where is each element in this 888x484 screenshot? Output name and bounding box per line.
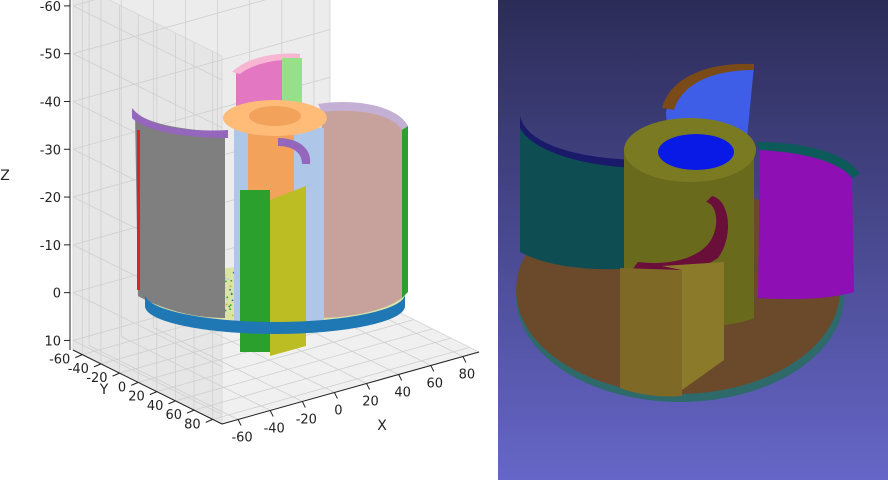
blade-brown-points <box>320 106 404 318</box>
column-top-bore <box>249 106 301 126</box>
grid-line-z-back <box>72 29 331 102</box>
scatter-plot-panel: -60 -40 -20 0 20 40 60 80 -60 -40 -20 0 20 40 60 80 -60-… <box>0 0 481 446</box>
grid-line-z-left <box>72 340 223 415</box>
floor-point <box>224 309 227 312</box>
floor-point <box>224 280 227 283</box>
blade-magenta-top <box>756 142 860 178</box>
z-tick-label: 10 <box>44 334 61 349</box>
y-axis-label: Y <box>99 382 109 398</box>
blade-blue-top <box>662 63 754 110</box>
z-tick-label: -60 <box>40 0 61 15</box>
floor-point <box>229 308 232 311</box>
x-tick-label: 20 <box>362 395 379 410</box>
x-tick <box>237 419 242 426</box>
x-tick <box>301 401 306 408</box>
blade-brown-side <box>402 126 408 298</box>
x-tick-label: 80 <box>459 368 476 383</box>
grid-line-y-floor <box>175 328 433 402</box>
x-tick-label: 60 <box>427 377 444 392</box>
floor-point <box>226 298 228 300</box>
z-tick-label: 0 <box>53 287 61 302</box>
3d-render-view <box>498 0 888 480</box>
x-tick <box>269 410 274 417</box>
grid-line-x-floor <box>153 327 303 402</box>
inner-arc <box>632 196 729 273</box>
grid-line-y-floor <box>212 346 470 420</box>
x-tick <box>366 383 371 390</box>
render-view-panel <box>498 0 888 480</box>
floor-point <box>225 303 228 306</box>
floor-point <box>229 304 232 307</box>
point-cloud <box>132 53 408 356</box>
x-tick-label: 40 <box>394 386 411 401</box>
floor-point <box>229 285 232 288</box>
blade-magenta <box>758 146 854 300</box>
inner-arc-edge <box>278 138 311 164</box>
y-tick <box>205 418 213 423</box>
blade-teal <box>520 116 638 270</box>
x-axis-label: X <box>377 418 387 434</box>
floor-point <box>231 314 234 317</box>
front-blade-face <box>662 262 724 390</box>
3d-scatter-plot: -60-40-20020406080-60-40-20020406080-60-… <box>0 0 481 446</box>
center-bore <box>658 134 734 170</box>
y-tick-label: -40 <box>68 362 89 377</box>
x-tick-label: -40 <box>264 422 285 437</box>
grid-line-z-left <box>72 292 223 368</box>
y-tick <box>93 363 102 368</box>
floor-point <box>230 293 233 296</box>
grid-line-x-floor <box>185 318 335 393</box>
floor-point <box>227 278 230 281</box>
y-tick-label: 20 <box>128 390 145 405</box>
floor-point <box>229 288 231 291</box>
z-axis-label: Z <box>0 168 10 184</box>
x-tick <box>462 356 467 363</box>
grid-line-z-back <box>72 0 267 55</box>
x-tick <box>398 374 403 381</box>
y-tick <box>186 409 195 414</box>
y-tick <box>168 400 176 405</box>
floor-point <box>231 299 234 302</box>
blade-grey-top-edge <box>132 108 228 138</box>
grid-line-x-floor <box>88 345 239 420</box>
grid-line-y-floor <box>193 337 452 411</box>
y-axis-line <box>72 349 223 425</box>
x-tick-label: 0 <box>334 404 342 419</box>
blade-grey-points <box>135 112 225 318</box>
grid-line-z-left <box>72 5 223 81</box>
grid-line-z-left <box>72 53 223 129</box>
grid-line-y-floor <box>156 319 414 393</box>
z-tick-label: -10 <box>40 239 61 254</box>
front-blade <box>620 268 682 397</box>
y-tick <box>75 354 83 359</box>
front-yellow-strip <box>270 186 306 356</box>
y-tick-label: -60 <box>49 353 70 368</box>
floor-point <box>228 305 231 308</box>
blade-brown-top-edge <box>318 102 408 130</box>
y-tick-label: 60 <box>166 408 183 423</box>
z-tick-label: -40 <box>40 95 61 110</box>
floor-point <box>230 279 233 282</box>
blade-grey-edge <box>137 130 140 290</box>
x-axis-line <box>221 351 480 425</box>
floor-point <box>226 296 229 299</box>
y-tick-label: 0 <box>118 380 126 395</box>
x-tick <box>333 392 338 399</box>
y-tick <box>112 372 120 377</box>
z-tick-label: -30 <box>40 143 61 158</box>
y-tick <box>149 391 158 396</box>
x-tick <box>430 365 435 372</box>
outer-rim-points <box>145 294 405 334</box>
z-tick-label: -50 <box>40 48 61 63</box>
y-tick-label: 40 <box>147 399 164 414</box>
y-tick-label: 80 <box>184 417 201 432</box>
x-tick-label: -60 <box>231 431 252 446</box>
y-tick-label: -20 <box>86 371 107 386</box>
x-tick-label: -20 <box>296 413 317 428</box>
z-tick-label: -20 <box>40 191 61 206</box>
grid-line-x-floor <box>121 336 271 411</box>
y-tick <box>130 381 139 386</box>
